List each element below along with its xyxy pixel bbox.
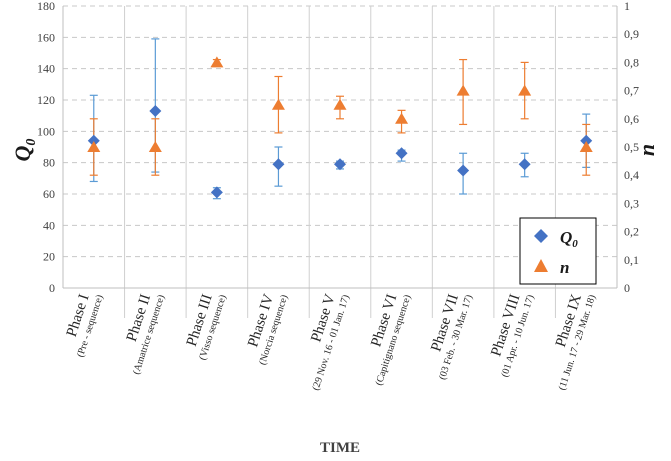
left-tick-label: 60 [43, 187, 55, 201]
right-tick-label: 0,8 [624, 55, 639, 69]
right-tick-label: 1 [624, 0, 630, 13]
data-markers [87, 56, 593, 199]
left-tick-label: 120 [37, 93, 55, 107]
left-axis-title: Q0 [10, 139, 39, 162]
n-point [579, 141, 593, 152]
n-point [518, 84, 532, 96]
error-bars [89, 38, 591, 200]
left-tick-label: 0 [49, 281, 55, 295]
q0-point [518, 158, 531, 171]
right-tick-label: 0,2 [624, 225, 639, 239]
legend-n-triangle [534, 259, 548, 272]
q0-point [272, 158, 285, 171]
legend-box [519, 217, 597, 285]
right-tick-label: 0,5 [624, 140, 639, 154]
n-point [456, 84, 470, 96]
left-axis-ticks: 0 20 40 60 80 100 120 140 160 180 [37, 0, 55, 295]
n-point [395, 112, 409, 124]
q0-point [210, 186, 223, 199]
right-tick-label: 0 [624, 281, 630, 295]
q0-point [395, 147, 408, 160]
n-point [148, 141, 162, 152]
n-point [87, 141, 101, 152]
right-tick-label: 0,3 [624, 196, 639, 210]
q0-point [580, 134, 593, 147]
right-tick-label: 0,4 [624, 168, 639, 182]
left-tick-label: 180 [37, 0, 55, 13]
legend-q0-diamond [534, 229, 548, 243]
left-tick-label: 140 [37, 62, 55, 76]
category-labels: Phase I(Pre - sequence) Phase II(Amatrice… [64, 292, 598, 392]
legend: Q0 n [519, 217, 597, 285]
n-point [210, 56, 224, 68]
legend-n-label: n [560, 258, 569, 277]
legend-q0-label: Q0 [560, 228, 578, 250]
x-axis-title: TIME [320, 440, 360, 456]
left-tick-label: 20 [43, 250, 55, 264]
q0-point [87, 134, 100, 147]
right-axis-ticks: 0 0,1 0,2 0,3 0,4 0,5 0,6 0,7 0,8 0,9 1 [624, 0, 639, 295]
right-tick-label: 0,6 [624, 112, 639, 126]
q0-point [457, 164, 470, 177]
left-tick-label: 40 [43, 218, 55, 232]
n-point [271, 98, 285, 110]
left-tick-label: 80 [43, 156, 55, 170]
right-tick-label: 0,7 [624, 84, 639, 98]
q0-point [334, 158, 346, 171]
right-tick-label: 0,9 [624, 27, 639, 41]
n-point [333, 98, 347, 110]
right-tick-label: 0,1 [624, 253, 639, 267]
left-tick-label: 100 [37, 124, 55, 138]
left-tick-label: 160 [37, 30, 55, 44]
q0-point [149, 104, 162, 117]
right-axis-title: n [634, 144, 659, 156]
